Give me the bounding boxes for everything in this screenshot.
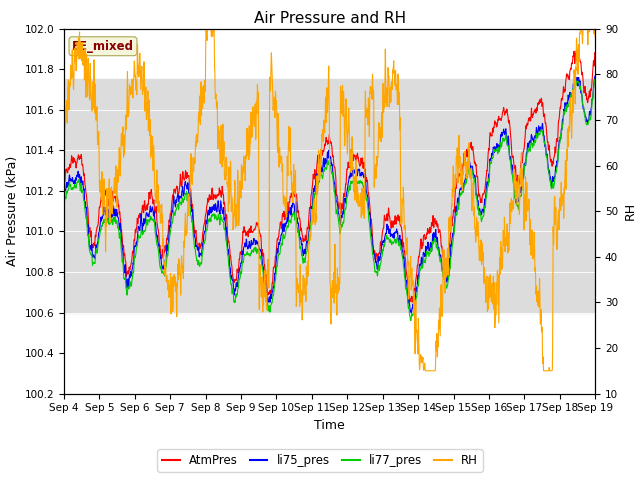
Y-axis label: RH: RH bbox=[623, 202, 637, 220]
Legend: AtmPres, li75_pres, li77_pres, RH: AtmPres, li75_pres, li77_pres, RH bbox=[157, 449, 483, 472]
Y-axis label: Air Pressure (kPa): Air Pressure (kPa) bbox=[6, 156, 19, 266]
Bar bbox=[64, 80, 595, 312]
Text: EE_mixed: EE_mixed bbox=[72, 40, 134, 53]
X-axis label: Time: Time bbox=[314, 419, 345, 432]
Title: Air Pressure and RH: Air Pressure and RH bbox=[253, 11, 406, 26]
